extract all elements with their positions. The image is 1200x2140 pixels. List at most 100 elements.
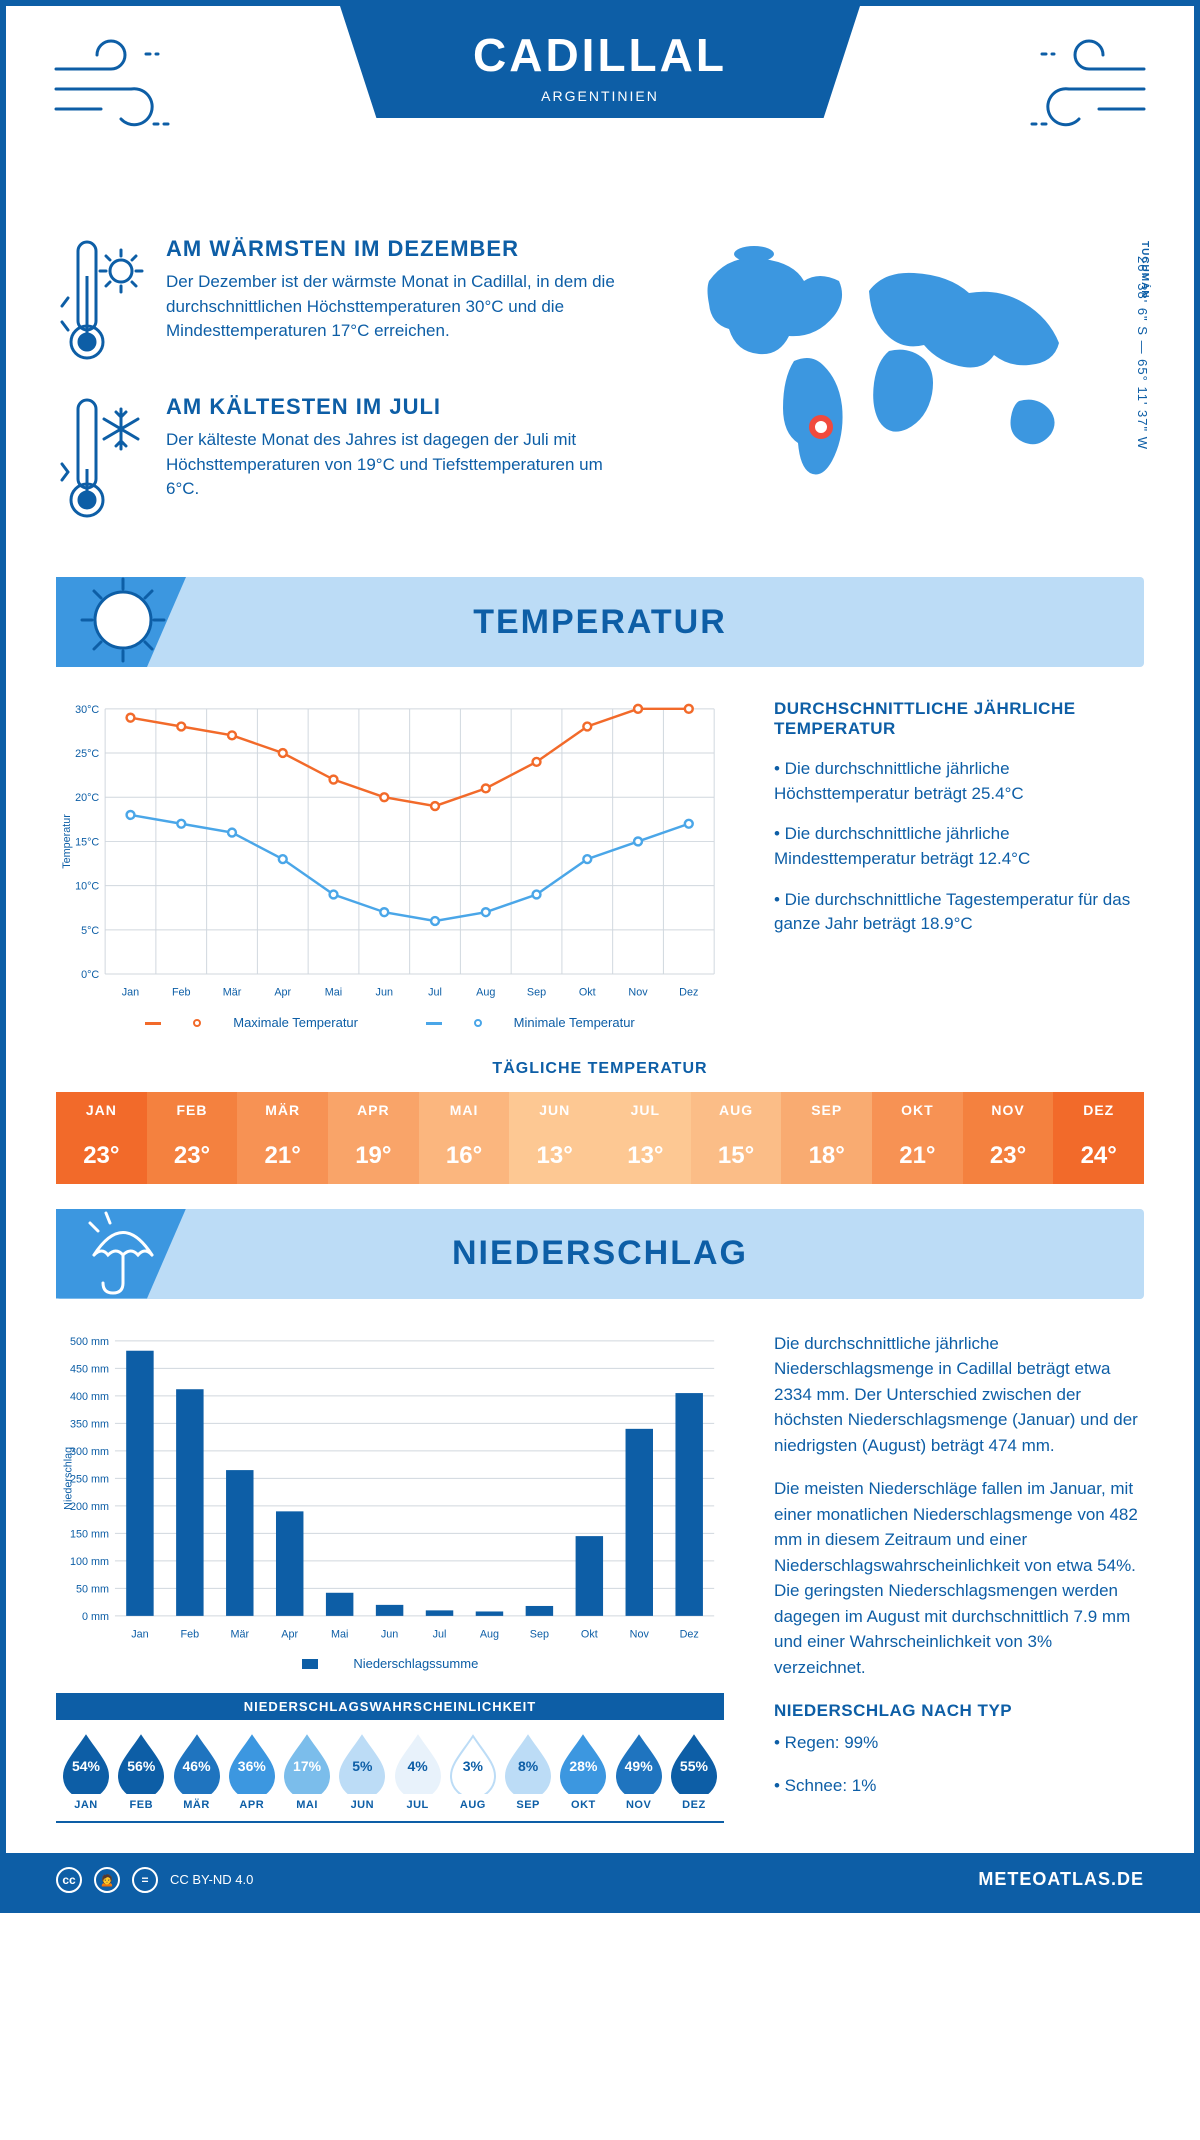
footer: cc 🙍 = CC BY-ND 4.0 METEOATLAS.DE bbox=[6, 1853, 1194, 1907]
svg-text:Mai: Mai bbox=[325, 987, 342, 999]
svg-text:Okt: Okt bbox=[581, 1628, 598, 1640]
svg-text:300 mm: 300 mm bbox=[70, 1445, 109, 1457]
svg-text:10°C: 10°C bbox=[75, 881, 99, 893]
temp-bullet: • Die durchschnittliche Tagestemperatur … bbox=[774, 888, 1144, 937]
precip-legend: Niederschlagssumme bbox=[56, 1656, 724, 1671]
prob-drop: 8% SEP bbox=[502, 1732, 554, 1811]
svg-text:Sep: Sep bbox=[527, 987, 546, 999]
svg-text:400 mm: 400 mm bbox=[70, 1390, 109, 1402]
svg-text:Apr: Apr bbox=[281, 1628, 298, 1640]
prob-drop: 55% DEZ bbox=[668, 1732, 720, 1811]
temp-col: APR 19° bbox=[328, 1092, 419, 1184]
svg-text:Jan: Jan bbox=[131, 1628, 148, 1640]
svg-text:Sep: Sep bbox=[530, 1628, 549, 1640]
footer-site: METEOATLAS.DE bbox=[978, 1869, 1144, 1890]
svg-text:Niederschlag: Niederschlag bbox=[63, 1446, 75, 1509]
svg-text:Okt: Okt bbox=[579, 987, 596, 999]
prob-drop: 4% JUL bbox=[392, 1732, 444, 1811]
sun-icon bbox=[76, 573, 170, 667]
fact-warm-title: AM WÄRMSTEN IM DEZEMBER bbox=[166, 236, 634, 262]
prob-drop: 17% MAI bbox=[281, 1732, 333, 1811]
svg-text:350 mm: 350 mm bbox=[70, 1418, 109, 1430]
header: CADILLAL ARGENTINIEN bbox=[6, 6, 1194, 236]
svg-text:50 mm: 50 mm bbox=[76, 1583, 109, 1595]
wind-icon-left bbox=[46, 34, 196, 144]
legend-max: Maximale Temperatur bbox=[233, 1015, 358, 1030]
temp-info-title: DURCHSCHNITTLICHE JÄHRLICHE TEMPERATUR bbox=[774, 699, 1144, 739]
prob-drop: 5% JUN bbox=[336, 1732, 388, 1811]
svg-text:Feb: Feb bbox=[172, 987, 191, 999]
svg-text:250 mm: 250 mm bbox=[70, 1473, 109, 1485]
prob-drop: 56% FEB bbox=[115, 1732, 167, 1811]
prob-drop: 28% OKT bbox=[557, 1732, 609, 1811]
fact-warm: AM WÄRMSTEN IM DEZEMBER Der Dezember ist… bbox=[56, 236, 634, 366]
prob-title: NIEDERSCHLAGSWAHRSCHEINLICHKEIT bbox=[56, 1693, 724, 1720]
by-icon: 🙍 bbox=[94, 1867, 120, 1893]
temp-col: JAN 23° bbox=[56, 1092, 147, 1184]
temp-col: MAI 16° bbox=[419, 1092, 510, 1184]
prob-drop: 3% AUG bbox=[447, 1732, 499, 1811]
page-title: CADILLAL bbox=[340, 28, 860, 82]
temp-col: OKT 21° bbox=[872, 1092, 963, 1184]
precip-text-2: Die meisten Niederschläge fallen im Janu… bbox=[774, 1476, 1144, 1680]
legend-min: Minimale Temperatur bbox=[514, 1015, 635, 1030]
svg-text:15°C: 15°C bbox=[75, 836, 99, 848]
prob-drops: 54% JAN 56% FEB 46% MÄR 36% APR bbox=[56, 1732, 724, 1823]
svg-text:30°C: 30°C bbox=[75, 704, 99, 716]
prob-drop: 46% MÄR bbox=[171, 1732, 223, 1811]
thermometer-snow-icon bbox=[56, 394, 144, 524]
svg-text:Mär: Mär bbox=[223, 987, 242, 999]
section-header-temp: TEMPERATUR bbox=[56, 577, 1144, 667]
bytype-item: • Schnee: 1% bbox=[774, 1773, 1144, 1799]
temp-line-chart: 0°C5°C10°C15°C20°C25°C30°CJanFebMärAprMa… bbox=[56, 699, 724, 1030]
svg-text:Jun: Jun bbox=[381, 1628, 398, 1640]
svg-text:20°C: 20°C bbox=[75, 792, 99, 804]
temp-legend: Maximale Temperatur Minimale Temperatur bbox=[56, 1015, 724, 1030]
temp-bullet: • Die durchschnittliche jährliche Mindes… bbox=[774, 822, 1144, 871]
umbrella-icon bbox=[76, 1205, 170, 1299]
svg-text:Apr: Apr bbox=[274, 987, 291, 999]
section-title-precip: NIEDERSCHLAG bbox=[452, 1234, 748, 1273]
world-map-icon bbox=[674, 236, 1104, 476]
intro-row: AM WÄRMSTEN IM DEZEMBER Der Dezember ist… bbox=[6, 236, 1194, 577]
svg-text:Mai: Mai bbox=[331, 1628, 348, 1640]
title-banner: CADILLAL ARGENTINIEN bbox=[340, 6, 860, 118]
precip-info: Die durchschnittliche jährliche Niedersc… bbox=[774, 1331, 1144, 1823]
temp-col: AUG 15° bbox=[691, 1092, 782, 1184]
precip-legend-label: Niederschlagssumme bbox=[353, 1656, 478, 1671]
svg-text:0 mm: 0 mm bbox=[82, 1610, 109, 1622]
svg-text:25°C: 25°C bbox=[75, 748, 99, 760]
temp-bullet: • Die durchschnittliche jährliche Höchst… bbox=[774, 757, 1144, 806]
footer-license: cc 🙍 = CC BY-ND 4.0 bbox=[56, 1867, 253, 1893]
thermometer-sun-icon bbox=[56, 236, 144, 366]
svg-text:Feb: Feb bbox=[181, 1628, 200, 1640]
prob-drop: 36% APR bbox=[226, 1732, 278, 1811]
map-marker bbox=[812, 418, 830, 436]
temperature-section: TEMPERATUR 0°C5°C10°C15°C20°C25°C30°CJan… bbox=[56, 577, 1144, 1184]
svg-text:0°C: 0°C bbox=[81, 969, 99, 981]
temp-col: MÄR 21° bbox=[237, 1092, 328, 1184]
svg-text:150 mm: 150 mm bbox=[70, 1528, 109, 1540]
svg-text:Jul: Jul bbox=[428, 987, 442, 999]
svg-text:500 mm: 500 mm bbox=[70, 1335, 109, 1347]
temp-col: SEP 18° bbox=[781, 1092, 872, 1184]
temp-col: JUL 13° bbox=[600, 1092, 691, 1184]
fact-warm-text: Der Dezember ist der wärmste Monat in Ca… bbox=[166, 270, 634, 344]
prob-drop: 54% JAN bbox=[60, 1732, 112, 1811]
svg-text:5°C: 5°C bbox=[81, 925, 99, 937]
svg-text:Aug: Aug bbox=[480, 1628, 499, 1640]
temp-info: DURCHSCHNITTLICHE JÄHRLICHE TEMPERATUR •… bbox=[774, 699, 1144, 1030]
precip-bar-chart: 0 mm50 mm100 mm150 mm200 mm250 mm300 mm3… bbox=[56, 1331, 724, 1645]
cc-icon: cc bbox=[56, 1867, 82, 1893]
daily-temp-table: JAN 23° FEB 23° MÄR 21° APR 19° MAI 16° … bbox=[56, 1092, 1144, 1184]
svg-text:Aug: Aug bbox=[476, 987, 495, 999]
wind-icon-right bbox=[1004, 34, 1154, 144]
svg-text:Nov: Nov bbox=[628, 987, 648, 999]
temp-col: DEZ 24° bbox=[1053, 1092, 1144, 1184]
temp-col: FEB 23° bbox=[147, 1092, 238, 1184]
page-subtitle: ARGENTINIEN bbox=[340, 88, 860, 104]
fact-cold-text: Der kälteste Monat des Jahres ist dagege… bbox=[166, 428, 634, 502]
precip-section: NIEDERSCHLAG 0 mm50 mm100 mm150 mm200 mm… bbox=[56, 1209, 1144, 1823]
world-map-box: TUCUMÁN 26° 38' 6" S — 65° 11' 37" W bbox=[674, 236, 1144, 552]
daily-temp-title: TÄGLICHE TEMPERATUR bbox=[56, 1060, 1144, 1078]
